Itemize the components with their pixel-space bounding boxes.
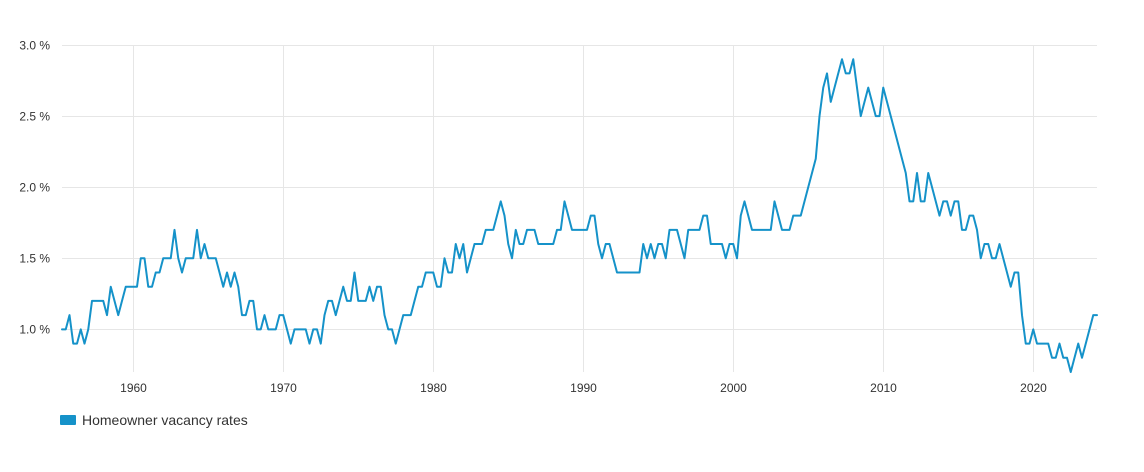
y-tick-label: 2.0 % xyxy=(19,181,50,195)
series-line[interactable] xyxy=(61,58,1098,373)
y-tick-label: 3.0 % xyxy=(19,39,50,53)
x-axis: 1960 1970 1980 1990 2000 2010 2020 xyxy=(120,381,1047,395)
x-tick-label: 2010 xyxy=(870,381,897,395)
line-chart: 1.0 %1.5 %2.0 %2.5 %3.0 % 1960 1970 1980 19… xyxy=(19,39,1098,395)
grid xyxy=(62,45,1097,372)
x-tick-label: 2000 xyxy=(720,381,747,395)
x-tick-label: 1990 xyxy=(570,381,597,395)
x-tick-label: 1960 xyxy=(120,381,147,395)
y-tick-label: 1.5 % xyxy=(19,252,50,266)
x-tick-label: 2020 xyxy=(1020,381,1047,395)
x-tick-label: 1980 xyxy=(420,381,447,395)
legend-label: Homeowner vacancy rates xyxy=(82,412,248,428)
series-layer xyxy=(61,58,1098,373)
x-tick-label: 1970 xyxy=(270,381,297,395)
y-tick-label: 1.0 % xyxy=(19,323,50,337)
y-axis: 1.0 % 1.5 % 2.0 % 2.5 % 3.0 % xyxy=(19,39,50,337)
legend[interactable]: Homeowner vacancy rates xyxy=(60,412,248,428)
y-tick-label: 2.5 % xyxy=(19,110,50,124)
legend-swatch xyxy=(60,415,76,425)
